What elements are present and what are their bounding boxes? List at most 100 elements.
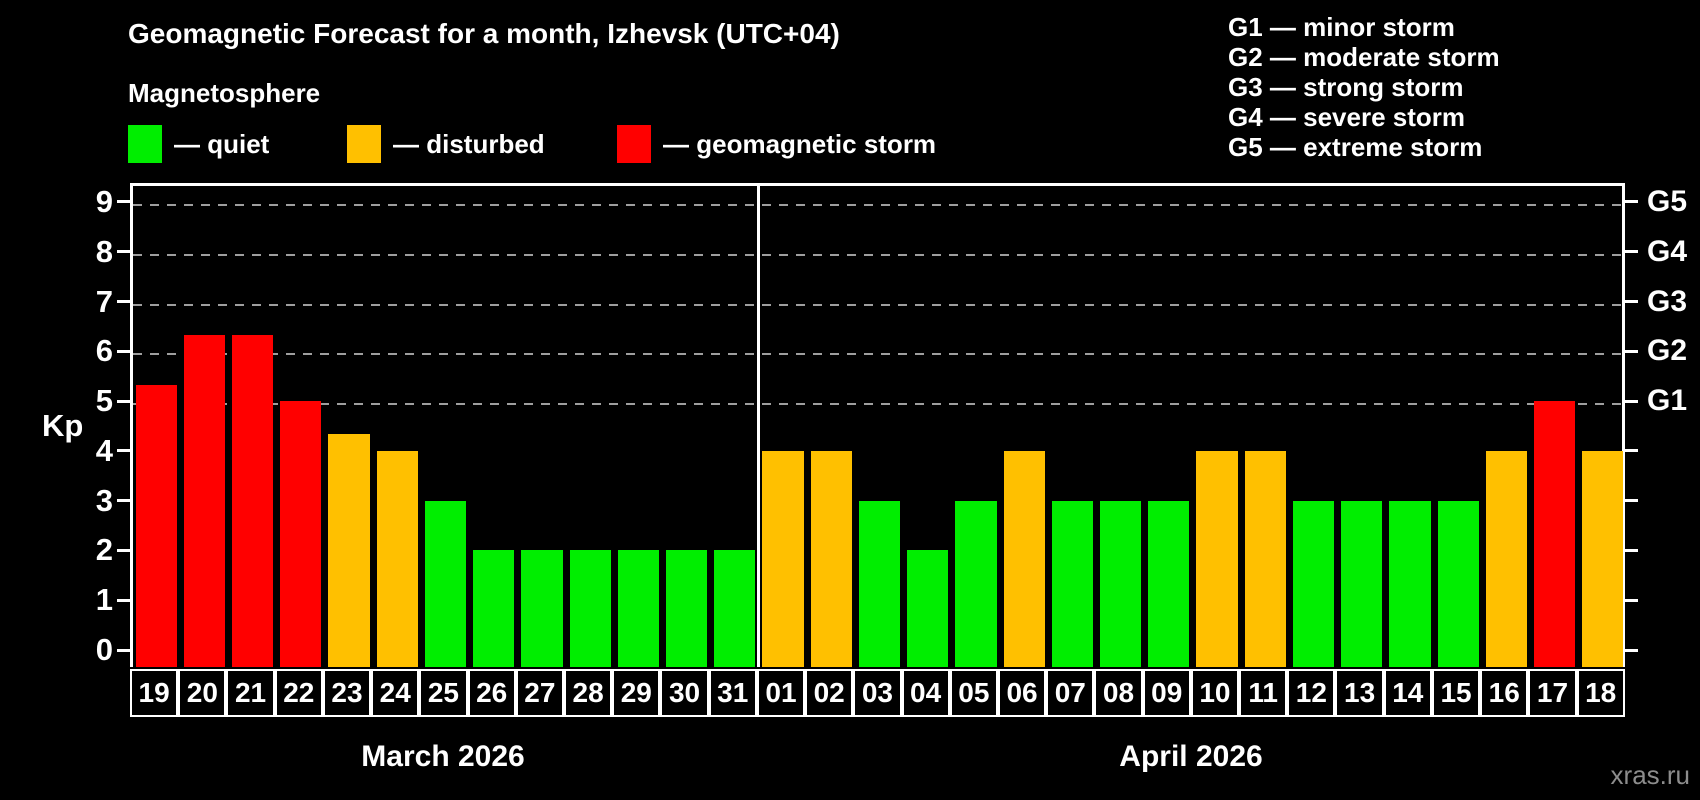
kp-bar-april-17: [1534, 401, 1576, 667]
kp-bar-april-09: [1148, 500, 1190, 667]
y-axis-tick-left-5: [117, 399, 130, 403]
day-label-box: 29: [612, 669, 661, 717]
y-axis-tick-right-0: [1625, 648, 1638, 652]
y-axis-tick-right-4: [1625, 449, 1638, 453]
y-axis-tick-left-9: [117, 200, 130, 204]
kp-bar-april-15: [1437, 500, 1479, 667]
g-legend-line-g4: G4 — severe storm: [1228, 102, 1466, 132]
page-title: Geomagnetic Forecast for a month, Izhevs…: [128, 18, 840, 49]
day-label-box: 12: [1287, 669, 1336, 717]
day-label-box: 07: [1046, 669, 1095, 717]
plot-area: [130, 183, 1625, 667]
y-tick-label-2: 2: [95, 532, 113, 568]
month-label-april: April 2026: [1119, 740, 1263, 773]
kp-bar-march-21: [231, 334, 274, 667]
kp-bar-march-19: [135, 384, 177, 667]
day-label-box: 18: [1576, 669, 1625, 717]
g-legend-line-g5: G5 — extreme storm: [1228, 132, 1483, 162]
day-label-box: 02: [805, 669, 854, 717]
magnetosphere-label: Magnetosphere: [128, 78, 321, 108]
y-axis-tick-left-6: [117, 349, 130, 353]
kp-bar-april-05: [955, 500, 997, 667]
day-label-box: 17: [1528, 669, 1577, 717]
kp-bar-march-29: [617, 550, 659, 667]
day-label-box: 22: [274, 669, 323, 717]
legend-label-storm: — geomagnetic storm: [663, 128, 937, 159]
gridline-kp9: [133, 203, 1622, 206]
g-scale-legend: G1 — minor storm G2 — moderate storm G3 …: [1228, 12, 1500, 162]
kp-bar-april-14: [1389, 500, 1431, 667]
day-label-box: 24: [371, 669, 420, 717]
kp-bar-april-03: [858, 500, 901, 667]
storm-color-swatch: [617, 125, 651, 163]
day-label-box: 08: [1094, 669, 1143, 717]
day-label-box: 31: [708, 669, 757, 717]
disturbed-color-swatch: [347, 125, 381, 163]
y-axis-tick-right-7: [1625, 300, 1638, 304]
y-axis-tick-left-4: [117, 449, 130, 453]
day-label-box: 23: [322, 669, 372, 717]
day-label-box: 14: [1383, 669, 1432, 717]
y-tick-label-6: 6: [95, 333, 113, 369]
y-axis-tick-right-8: [1625, 250, 1638, 254]
y-axis-tick-left-8: [117, 250, 130, 254]
month-separator-line: [756, 186, 760, 667]
right-axis-label-g4: G4: [1647, 234, 1688, 268]
y-tick-label-1: 1: [95, 582, 113, 618]
day-label-box: 13: [1335, 669, 1384, 717]
y-tick-label-5: 5: [95, 383, 113, 419]
y-tick-label-0: 0: [95, 632, 113, 667]
y-tick-label-4: 4: [95, 432, 113, 468]
kp-bar-april-07: [1051, 500, 1093, 667]
day-label-box: 03: [853, 669, 902, 717]
month-label-march: March 2026: [361, 740, 525, 773]
kp-bar-april-12: [1292, 500, 1335, 667]
y-axis-tick-left-2: [117, 548, 130, 552]
kp-bar-april-08: [1100, 500, 1142, 667]
day-label-box: 11: [1239, 669, 1288, 717]
kp-bar-april-02: [810, 450, 852, 667]
day-label-box: 09: [1142, 669, 1191, 717]
kp-bar-april-16: [1485, 450, 1528, 667]
y-axis-tick-right-1: [1625, 598, 1638, 602]
kp-bar-march-25: [424, 500, 467, 667]
kp-bar-april-01: [762, 450, 804, 667]
kp-bar-march-27: [521, 550, 563, 667]
y-axis-title-kp: Kp: [42, 408, 84, 443]
x-axis-day-labels: 19 20 21 22 23 24 25 26 27 28 29 30 31 01 02 03 04 05 06 07…: [130, 669, 1625, 717]
right-axis-label-g3: G3: [1647, 284, 1688, 318]
right-axis-label-g1: G1: [1647, 384, 1688, 418]
y-tick-label-3: 3: [95, 482, 113, 518]
gridline-kp8: [133, 253, 1622, 256]
legend-item-storm: — geomagnetic storm: [617, 124, 936, 164]
day-label-box: 10: [1190, 669, 1240, 717]
legend-label-disturbed: — disturbed: [393, 128, 545, 159]
y-axis-tick-left-3: [117, 499, 130, 503]
day-label-box: 05: [949, 669, 998, 717]
kp-bar-april-04: [907, 550, 949, 667]
g-legend-line-g2: G2 — moderate storm: [1228, 42, 1500, 72]
day-label-box: 28: [563, 669, 613, 717]
y-axis-tick-left-1: [117, 598, 130, 602]
kp-bar-april-13: [1341, 500, 1383, 667]
right-axis-label-g2: G2: [1647, 334, 1688, 368]
day-label-box: 19: [130, 669, 179, 717]
g-legend-line-g1: G1 — minor storm: [1228, 12, 1455, 42]
y-tick-label-8: 8: [95, 233, 113, 269]
day-label-box: 20: [178, 669, 227, 717]
day-label-box: 30: [660, 669, 709, 717]
kp-bar-march-24: [376, 450, 418, 667]
quiet-color-swatch: [128, 125, 162, 163]
day-label-box: 27: [515, 669, 564, 717]
gridline-kp6: [133, 353, 1622, 356]
legend-item-quiet: — quiet: [128, 124, 269, 164]
kp-bar-march-31: [714, 550, 756, 667]
kp-bar-april-06: [1003, 450, 1045, 667]
legend-label-quiet: — quiet: [174, 128, 270, 159]
y-axis-tick-right-2: [1625, 548, 1638, 552]
legend-item-disturbed: — disturbed: [347, 124, 545, 164]
kp-bar-march-28: [569, 550, 611, 667]
day-label-box: 15: [1431, 669, 1481, 717]
y-tick-label-9: 9: [95, 183, 113, 219]
